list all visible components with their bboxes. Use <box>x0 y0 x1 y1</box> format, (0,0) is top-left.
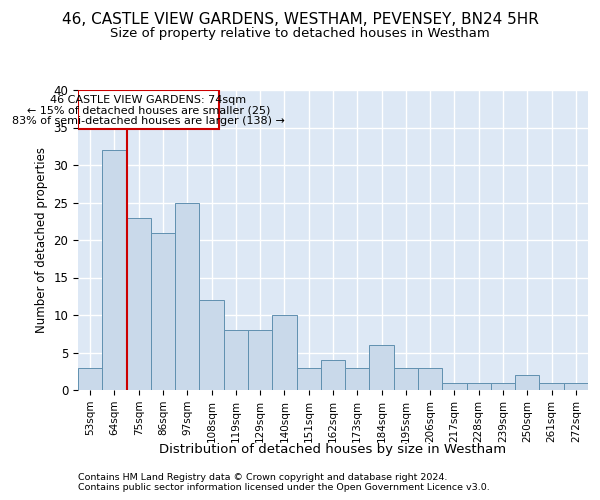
Bar <box>321 360 345 390</box>
Y-axis label: Number of detached properties: Number of detached properties <box>35 147 48 333</box>
Bar <box>418 368 442 390</box>
Text: Contains HM Land Registry data © Crown copyright and database right 2024.: Contains HM Land Registry data © Crown c… <box>78 472 448 482</box>
Text: 46, CASTLE VIEW GARDENS, WESTHAM, PEVENSEY, BN24 5HR: 46, CASTLE VIEW GARDENS, WESTHAM, PEVENS… <box>62 12 538 28</box>
Bar <box>224 330 248 390</box>
Bar <box>102 150 127 390</box>
Text: Size of property relative to detached houses in Westham: Size of property relative to detached ho… <box>110 28 490 40</box>
Bar <box>78 368 102 390</box>
Bar <box>151 232 175 390</box>
Bar <box>272 315 296 390</box>
Bar <box>564 382 588 390</box>
Bar <box>175 202 199 390</box>
Text: Distribution of detached houses by size in Westham: Distribution of detached houses by size … <box>160 442 506 456</box>
Text: 46 CASTLE VIEW GARDENS: 74sqm: 46 CASTLE VIEW GARDENS: 74sqm <box>50 95 247 106</box>
Bar <box>248 330 272 390</box>
Bar <box>539 382 564 390</box>
Bar <box>370 345 394 390</box>
Bar <box>491 382 515 390</box>
Text: 83% of semi-detached houses are larger (138) →: 83% of semi-detached houses are larger (… <box>12 116 285 126</box>
Text: ← 15% of detached houses are smaller (25): ← 15% of detached houses are smaller (25… <box>27 106 270 116</box>
Bar <box>296 368 321 390</box>
Bar <box>442 382 467 390</box>
Bar <box>127 218 151 390</box>
Text: Contains public sector information licensed under the Open Government Licence v3: Contains public sector information licen… <box>78 482 490 492</box>
Bar <box>515 375 539 390</box>
Bar <box>394 368 418 390</box>
Bar <box>345 368 370 390</box>
Bar <box>199 300 224 390</box>
FancyBboxPatch shape <box>78 90 219 129</box>
Bar <box>467 382 491 390</box>
